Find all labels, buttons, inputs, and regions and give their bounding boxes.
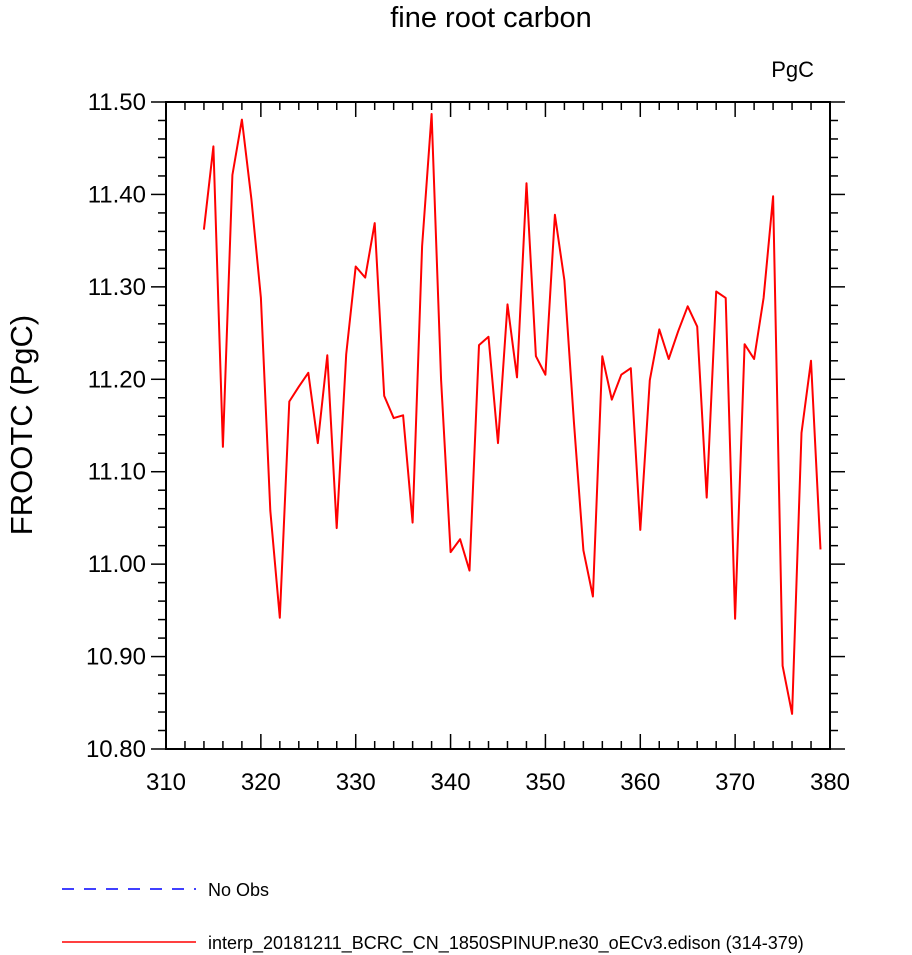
x-tick-label: 360 bbox=[620, 769, 660, 796]
y-tick-label: 10.90 bbox=[86, 644, 146, 671]
series-line bbox=[202, 113, 822, 715]
x-tick-label: 320 bbox=[241, 769, 281, 796]
x-tick-label: 350 bbox=[525, 769, 565, 796]
x-tick-label: 330 bbox=[336, 769, 376, 796]
x-tick-label: 310 bbox=[146, 769, 186, 796]
plot-frame bbox=[165, 101, 831, 750]
axis-tick-labels: 310 320 330 340 350 360 370 380 10.80 10.90 11.00 1… bbox=[86, 89, 850, 796]
units-label: PgC bbox=[771, 57, 814, 82]
y-tick-label: 11.20 bbox=[88, 366, 146, 393]
legend-label-no-obs: No Obs bbox=[208, 880, 269, 900]
x-tick-label: 340 bbox=[431, 769, 471, 796]
legend: No Obs interp_20181211_BCRC_CN_1850SPINU… bbox=[62, 880, 804, 954]
y-axis-label: FROOTC (PgC) bbox=[4, 315, 39, 535]
x-tick-label: 370 bbox=[715, 769, 755, 796]
data-series bbox=[202, 113, 822, 715]
y-tick-label: 11.00 bbox=[88, 551, 146, 578]
y-tick-label: 10.80 bbox=[86, 736, 146, 763]
chart-title: fine root carbon bbox=[390, 2, 592, 34]
y-tick-label: 11.40 bbox=[88, 181, 146, 208]
x-tick-label: 380 bbox=[810, 769, 850, 796]
legend-label-model: interp_20181211_BCRC_CN_1850SPINUP.ne30_… bbox=[208, 933, 804, 954]
y-tick-label: 11.30 bbox=[88, 274, 146, 301]
y-tick-label: 11.50 bbox=[88, 89, 146, 116]
axis-ticks bbox=[151, 101, 845, 750]
y-tick-label: 11.10 bbox=[88, 459, 146, 486]
